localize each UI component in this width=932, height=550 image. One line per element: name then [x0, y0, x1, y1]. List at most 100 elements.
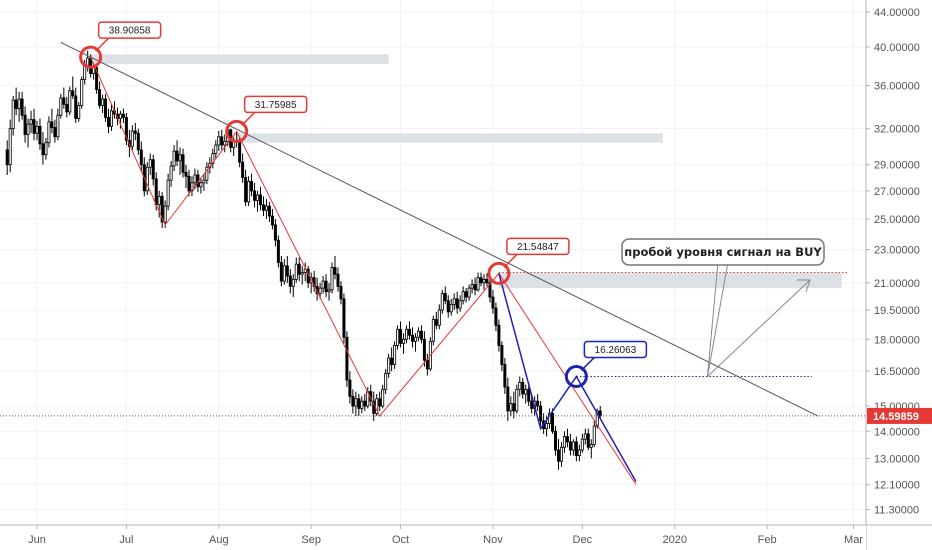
candle-body — [276, 239, 280, 263]
time-tick-label: Jul — [119, 534, 133, 546]
candle-body — [154, 178, 158, 206]
time-tick-label: Jun — [28, 534, 46, 546]
candle-body — [20, 98, 24, 116]
candle-body — [184, 171, 188, 177]
arrow-shaft — [707, 261, 719, 377]
candle-body — [473, 284, 477, 291]
candle-body — [35, 125, 39, 134]
candle-body — [238, 139, 242, 163]
candle-body — [223, 141, 227, 146]
price-tick-label: 40.00000 — [874, 42, 920, 54]
candle-body — [205, 166, 209, 181]
arrow-head — [797, 279, 811, 293]
zigzag-red — [90, 57, 637, 485]
candle-body — [330, 267, 334, 291]
candle-body — [29, 119, 33, 125]
candle-body — [273, 224, 277, 241]
candle-body — [133, 130, 137, 134]
arrow-shaft — [707, 279, 811, 377]
price-tick-label: 27.00000 — [874, 186, 920, 198]
candle-body — [390, 357, 394, 365]
annotation-text: пробой уровня сигнал на BUY — [624, 245, 822, 259]
candle-body — [53, 127, 57, 138]
candle-body — [178, 154, 182, 162]
price-tag-box — [97, 21, 162, 39]
candle-body — [193, 174, 197, 184]
candle-body — [434, 319, 438, 326]
candle-body — [288, 275, 292, 287]
candle-body — [339, 285, 343, 300]
candle-body — [592, 425, 596, 445]
candle-body — [327, 289, 331, 293]
pivot-markers: 38.90858 31.75985 21.54847 16.26063 — [79, 21, 648, 388]
price-tick-label: 23.00000 — [874, 245, 920, 257]
tag-connector — [580, 356, 595, 371]
price-tag-box — [506, 237, 570, 256]
candle-body — [258, 194, 262, 206]
candle-body — [151, 159, 155, 180]
time-tick-label: Mar — [844, 534, 863, 546]
price-axis-background — [866, 0, 932, 550]
candle-body — [95, 67, 99, 91]
candle-body — [577, 449, 581, 456]
candle-body — [26, 123, 30, 135]
candle-body — [199, 182, 203, 188]
pivot-circle — [487, 261, 511, 285]
candle-body — [506, 386, 510, 412]
price-tag-label: 31.75985 — [255, 100, 297, 111]
time-tick-label: Sep — [301, 534, 321, 546]
candle-body — [488, 282, 492, 298]
candle-body — [187, 175, 191, 192]
candle-body — [422, 338, 426, 361]
candle-body — [110, 110, 114, 127]
candle-body — [568, 441, 572, 451]
candle-body — [452, 298, 456, 305]
candle-body — [375, 398, 379, 414]
candle-body — [500, 345, 504, 365]
candle-body — [384, 372, 388, 390]
candle-body — [518, 381, 522, 390]
candles — [5, 50, 602, 470]
candle-body — [264, 205, 268, 211]
candle-body — [321, 280, 325, 289]
trendline — [60, 42, 818, 417]
candle-body — [479, 277, 483, 284]
time-axis[interactable]: Jun Jul Aug Sep Oct Nov Dec 2020 Feb Mar — [0, 524, 932, 550]
candle-body — [169, 165, 173, 181]
candle-body — [449, 303, 453, 313]
price-tag-box — [243, 95, 308, 114]
current-price-badge — [867, 407, 932, 424]
candle-body — [101, 98, 105, 106]
candle-body — [80, 79, 84, 106]
tag-connector — [503, 253, 518, 268]
pivot-circle — [564, 364, 588, 388]
candle-body — [148, 159, 152, 168]
candle-body — [416, 330, 420, 338]
arrow-shaft — [707, 261, 729, 377]
candle-body — [300, 272, 304, 275]
candle-body — [595, 410, 599, 427]
candle-body — [557, 449, 561, 462]
candle-body — [41, 143, 45, 156]
candle-body — [47, 121, 51, 144]
candle-body — [32, 119, 36, 134]
price-tick-label: 44.00000 — [874, 7, 920, 19]
breakout-arrows — [707, 261, 811, 377]
price-tick-label: 29.00000 — [874, 160, 920, 172]
candle-body — [559, 446, 563, 462]
candle-body — [410, 334, 414, 342]
resistance-zones — [90, 54, 842, 289]
candle-body — [381, 388, 385, 407]
candle-body — [172, 150, 176, 167]
candle-body — [267, 205, 271, 217]
candle-body — [285, 265, 289, 277]
candle-body — [583, 433, 587, 440]
candle-body — [467, 287, 471, 298]
candle-body — [565, 436, 569, 443]
price-axis[interactable]: 44.00000 40.00000 36.00000 32.00000 29.00000… — [865, 0, 932, 550]
zigzag-blue — [498, 273, 637, 482]
candle-body — [77, 105, 81, 119]
candle-body — [241, 161, 245, 178]
candle-body — [348, 379, 352, 397]
